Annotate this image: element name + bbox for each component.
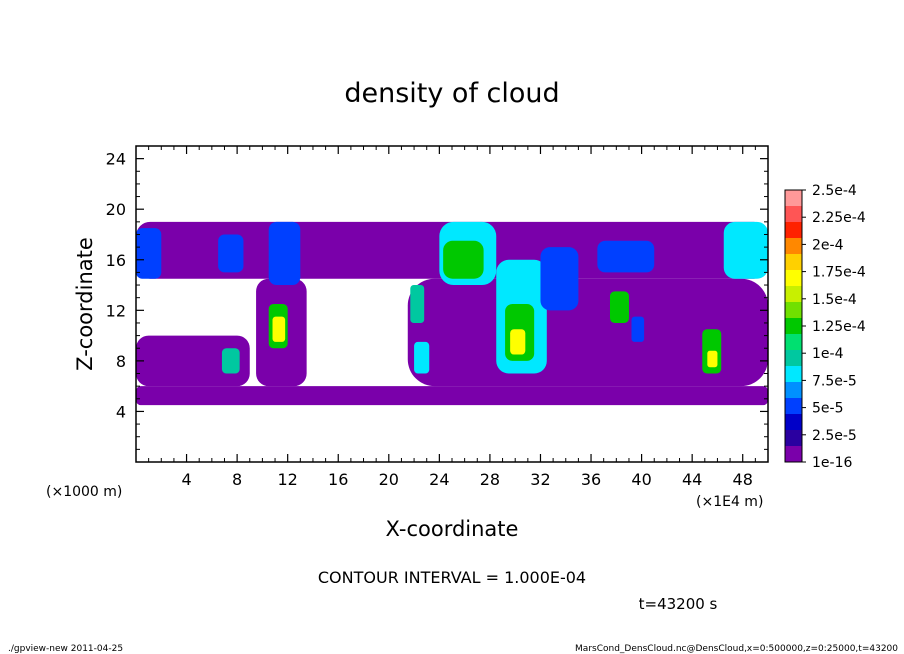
density-region-20 <box>610 291 629 323</box>
colorbar-swatch <box>785 382 802 399</box>
x-axis: 4 8 12 16 20 24 28 32 36 40 44 48 <box>148 146 756 489</box>
density-region-24 <box>707 350 718 368</box>
x-tick-label: 44 <box>682 470 702 489</box>
density-region-6 <box>136 228 162 279</box>
density-region-11 <box>221 348 240 374</box>
x-axis-label: X-coordinate <box>386 517 519 541</box>
colorbar-label: 5e-5 <box>812 401 843 417</box>
colorbar-swatch <box>785 190 802 207</box>
y-unit-label: (×1000 m) <box>46 484 122 500</box>
density-region-25 <box>723 221 768 279</box>
colorbar-swatch <box>785 366 802 383</box>
density-region-3 <box>136 335 250 387</box>
x-tick-label: 4 <box>181 470 191 489</box>
x-tick-label: 48 <box>733 470 753 489</box>
y-tick-label: 12 <box>106 301 126 320</box>
y-axis: 4 8 12 16 20 24 <box>106 150 768 450</box>
colorbar-label: 2.25e-4 <box>812 210 866 226</box>
time-label: t=43200 s <box>639 595 718 613</box>
y-tick-label: 8 <box>116 352 126 371</box>
x-tick-label: 20 <box>379 470 399 489</box>
density-region-8 <box>268 221 301 286</box>
y-tick-label: 24 <box>106 150 126 169</box>
density-region-1 <box>136 386 768 406</box>
colorbar-swatch <box>785 286 802 303</box>
colorbar-swatch <box>785 318 802 335</box>
colorbar-swatch <box>785 350 802 367</box>
colorbar-label: 1.25e-4 <box>812 319 866 335</box>
colorbar-label: 1.5e-4 <box>812 292 857 308</box>
colorbar-label: 2.5e-5 <box>812 428 857 444</box>
x-tick-label: 40 <box>631 470 651 489</box>
density-region-18 <box>510 329 526 355</box>
colorbar-swatch <box>785 270 802 287</box>
colorbar-swatch <box>785 398 802 415</box>
y-tick-label: 4 <box>116 402 126 421</box>
density-region-12 <box>410 285 425 323</box>
y-axis-label: Z-coordinate <box>73 237 97 371</box>
density-region-15 <box>443 240 484 279</box>
colorbar-swatch <box>785 238 802 255</box>
colorbar: 2.5e-4 2.25e-4 2e-4 1.75e-4 1.5e-4 1.25e-4 1e-… <box>784 183 866 471</box>
x-tick-label: 32 <box>530 470 550 489</box>
colorbar-swatch <box>785 254 802 271</box>
x-unit-label: (×1E4 m) <box>696 494 763 510</box>
footer-right: MarsCond_DensCloud.nc@DensCloud,x=0:5000… <box>575 644 898 654</box>
x-tick-label: 36 <box>581 470 601 489</box>
y-tick-label: 16 <box>106 251 126 270</box>
density-region-13 <box>414 341 430 374</box>
colorbar-swatch <box>785 222 802 239</box>
x-tick-label: 24 <box>429 470 449 489</box>
x-tick-label: 8 <box>232 470 242 489</box>
x-tick-label: 12 <box>278 470 298 489</box>
plot-area <box>136 221 768 406</box>
colorbar-swatch <box>785 446 802 463</box>
density-region-19 <box>540 247 579 311</box>
colorbar-swatch <box>785 302 802 319</box>
colorbar-label: 1.75e-4 <box>812 265 866 281</box>
density-region-22 <box>597 240 655 273</box>
x-tick-label: 28 <box>480 470 500 489</box>
chart-title: density of cloud <box>344 78 559 109</box>
density-region-10 <box>272 316 286 342</box>
colorbar-swatch <box>785 414 802 431</box>
density-region-7 <box>218 234 244 273</box>
footer-left: ./gpview-new 2011-04-25 <box>8 644 123 654</box>
colorbar-swatch <box>785 206 802 223</box>
colorbar-label: 2.5e-4 <box>812 183 857 199</box>
colorbar-label: 2e-4 <box>812 237 844 253</box>
x-tick-label: 16 <box>328 470 348 489</box>
density-region-21 <box>631 316 645 342</box>
colorbar-swatch <box>785 430 802 447</box>
y-tick-label: 20 <box>106 200 126 219</box>
colorbar-label: 1e-16 <box>812 455 852 471</box>
colorbar-swatch <box>785 334 802 351</box>
colorbar-label: 7.5e-5 <box>812 373 857 389</box>
colorbar-label: 1e-4 <box>812 346 844 362</box>
contour-interval-label: CONTOUR INTERVAL = 1.000E-04 <box>318 568 586 587</box>
